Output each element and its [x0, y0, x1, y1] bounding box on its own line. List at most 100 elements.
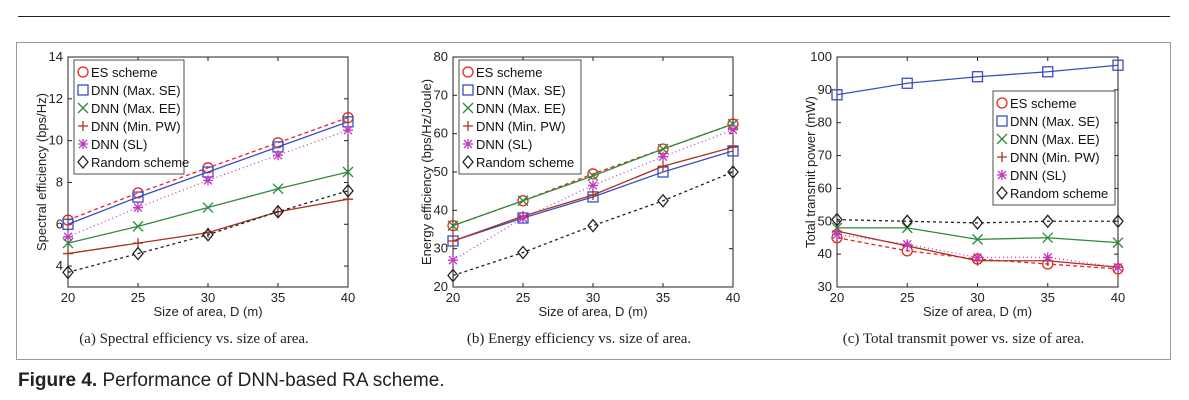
- legend-marker-dnn-min-pw: [997, 152, 1007, 162]
- x-tick-label: 35: [1041, 290, 1055, 305]
- y-tick-label: 10: [49, 133, 63, 148]
- data-point-random-scheme: [1041, 214, 1054, 229]
- figure-caption-text: Performance of DNN-based RA scheme.: [102, 370, 445, 391]
- legend-marker-dnn-min-pw: [78, 121, 88, 131]
- y-tick-label: 20: [434, 279, 448, 294]
- data-point-dnn-sl: [658, 151, 668, 162]
- subcaption-c: (c) Total transmit power vs. size of are…: [843, 331, 1085, 347]
- data-point-dnn-min-pw: [63, 248, 73, 259]
- legend-marker-dnn-sl: [463, 139, 473, 149]
- x-tick-label: 20: [830, 290, 844, 305]
- data-point-dnn-min-pw: [658, 161, 668, 172]
- series-line-random-scheme: [836, 218, 1118, 224]
- top-rule: [18, 16, 1170, 17]
- data-point-dnn-max-ee: [447, 220, 459, 232]
- legend: ES scheme DNN (Max. SE) DNN (Max. EE) DNN (…: [458, 59, 582, 175]
- data-point-dnn-max-ee: [972, 233, 983, 245]
- data-point-dnn-min-pw: [728, 142, 738, 153]
- data-point-dnn-max-ee: [132, 220, 144, 232]
- data-point-dnn-sl: [902, 239, 913, 250]
- data-point-dnn-max-se: [901, 77, 913, 89]
- data-point-dnn-max-ee: [342, 166, 354, 178]
- legend-label-dnn-sl: DNN (SL): [91, 137, 147, 152]
- legend: ES scheme DNN (Max. SE) DNN (Max. EE) DNN (…: [992, 90, 1116, 206]
- data-point-dnn-max-ee: [202, 202, 214, 214]
- series-line-random-scheme: [452, 171, 734, 277]
- y-tick-label: 90: [818, 82, 832, 97]
- legend: ES scheme DNN (Max. SE) DNN (Max. EE) DNN (…: [73, 59, 189, 175]
- subcaption-a: (a) Spectral efficiency vs. size of area…: [79, 331, 309, 347]
- y-tick-label: 6: [56, 216, 63, 231]
- data-point-dnn-sl: [203, 175, 213, 186]
- figure-caption-label: Figure 4.: [18, 370, 98, 391]
- y-tick-label: 50: [434, 164, 448, 179]
- data-point-dnn-sl: [1113, 262, 1123, 273]
- y-tick-label: 40: [818, 246, 832, 261]
- chart-panel-c: 20 25 30 35 40 30 40 50 60 70 80 90 100 Size of area,…: [803, 49, 1125, 347]
- data-point-random-scheme: [727, 164, 739, 180]
- data-point-dnn-min-pw: [588, 190, 598, 200]
- y-tick-label: 50: [818, 213, 832, 228]
- legend-label-dnn-sl: DNN (SL): [1010, 168, 1066, 183]
- legend-label-random-scheme: Random scheme: [91, 155, 189, 170]
- legend-label-dnn-max-ee: DNN (Max. EE): [91, 101, 181, 116]
- y-tick-label: 70: [434, 87, 448, 102]
- data-point-random-scheme: [202, 227, 214, 242]
- data-point-random-scheme: [62, 265, 74, 280]
- data-point-random-scheme: [132, 246, 144, 261]
- y-tick-label: 40: [434, 202, 448, 217]
- x-tick-label: 30: [586, 290, 600, 305]
- data-point-dnn-max-ee: [587, 170, 599, 182]
- x-axis-label: Size of area, D (m): [538, 304, 647, 319]
- legend-label-random-scheme: Random scheme: [476, 155, 574, 170]
- y-axis-label: Energy efficiency (bps/Hz/Joule): [419, 79, 434, 265]
- data-point-dnn-max-se: [132, 191, 144, 203]
- legend-box: [992, 90, 1116, 206]
- y-tick-label: 80: [434, 49, 448, 64]
- data-point-dnn-max-ee: [1112, 237, 1124, 249]
- data-point-random-scheme: [657, 193, 669, 208]
- data-point-dnn-min-pw: [448, 236, 458, 246]
- x-tick-label: 35: [656, 290, 670, 305]
- y-tick-label: 80: [818, 115, 832, 130]
- data-point-dnn-sl: [588, 180, 598, 191]
- x-axis-label: Size of area, D (m): [923, 304, 1032, 319]
- data-point-dnn-min-pw: [343, 194, 353, 205]
- legend-label-dnn-max-se: DNN (Max. SE): [476, 83, 566, 98]
- x-tick-label: 20: [446, 290, 460, 305]
- legend-marker-dnn-sl: [997, 170, 1007, 180]
- data-point-dnn-sl: [448, 255, 458, 266]
- legend-marker-dnn-max-ee: [77, 102, 89, 114]
- y-tick-label: 60: [434, 126, 448, 141]
- data-point-es-scheme: [517, 195, 529, 207]
- legend-box: [458, 59, 582, 175]
- series-line-dnn-max-se: [67, 121, 349, 225]
- data-point-dnn-max-se: [971, 71, 984, 83]
- legend-marker-dnn-max-se: [462, 84, 474, 96]
- x-tick-label: 35: [271, 290, 285, 305]
- data-point-dnn-sl: [972, 252, 983, 263]
- legend-marker-dnn-max-se: [77, 84, 89, 96]
- legend-marker-dnn-sl: [78, 139, 88, 149]
- data-point-dnn-max-ee: [272, 183, 284, 195]
- legend-marker-es-scheme: [77, 66, 89, 78]
- chart-panel-a: 20 25 30 35 40 4 6 8 10 12 14 Size of area, D (m) Sp…: [34, 49, 355, 347]
- figure-frame: [16, 42, 1171, 360]
- x-tick-label: 20: [61, 290, 75, 305]
- data-point-dnn-sl: [63, 231, 73, 242]
- x-tick-label: 40: [341, 290, 355, 305]
- data-point-dnn-sl: [518, 213, 528, 223]
- y-tick-label: 60: [818, 180, 832, 195]
- data-point-random-scheme: [447, 268, 459, 283]
- data-point-random-scheme: [831, 212, 843, 227]
- data-point-dnn-sl: [343, 125, 353, 136]
- data-point-random-scheme: [971, 215, 984, 230]
- data-point-dnn-max-ee: [517, 195, 529, 207]
- data-point-dnn-max-se: [1112, 59, 1124, 71]
- legend-marker-random-scheme: [996, 185, 1008, 201]
- legend-marker-random-scheme: [77, 154, 89, 170]
- data-point-dnn-sl: [832, 229, 842, 240]
- chart-panel-b: 20 25 30 35 40 20 30 40 50 60 70 80 Size of area, D …: [419, 49, 740, 347]
- subcaption-b: (b) Energy efficiency vs. size of area.: [467, 331, 691, 347]
